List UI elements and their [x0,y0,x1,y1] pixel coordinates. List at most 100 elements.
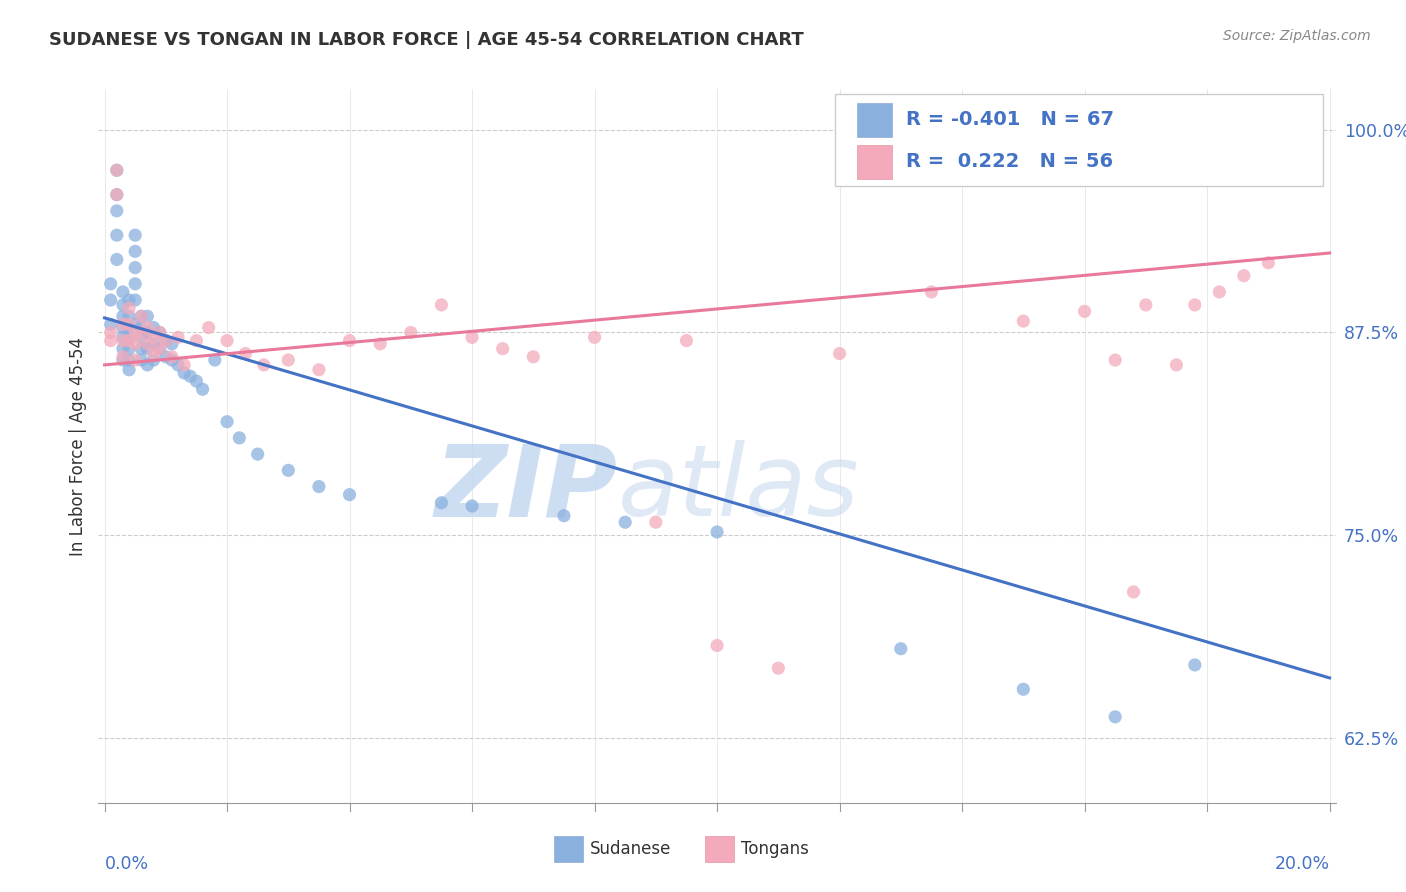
Point [149,326,172,340]
Point [118,334,141,348]
Point [142,346,165,360]
Point [111,298,134,312]
Point [118,301,141,315]
Point [111,330,134,344]
Point [1184,657,1206,672]
Point [124,260,146,275]
Point [706,524,728,539]
Point [1184,298,1206,312]
Point [129,353,152,368]
Point [124,228,146,243]
Point [160,353,183,368]
Point [583,330,606,344]
Point [124,326,146,340]
Point [430,298,453,312]
Point [167,358,190,372]
Point [105,203,128,218]
Point [160,336,183,351]
Point [118,318,141,332]
Point [129,330,152,344]
Point [129,342,152,356]
Point [142,320,165,334]
Point [129,310,152,324]
Point [149,342,172,356]
Point [614,515,637,529]
Point [253,358,276,372]
Point [1073,304,1095,318]
Point [111,318,134,332]
Point [136,358,159,372]
Point [920,285,942,299]
Point [1233,268,1256,283]
Point [492,342,515,356]
Bar [554,837,583,862]
Point [136,320,159,334]
Point [308,479,330,493]
Point [1135,298,1157,312]
Point [118,320,141,334]
Point [399,326,422,340]
Point [105,187,128,202]
Point [136,310,159,324]
Point [339,488,361,502]
Text: 0.0%: 0.0% [104,855,149,872]
Point [142,353,165,368]
Point [277,463,299,477]
Text: Sudanese: Sudanese [589,840,671,858]
Point [100,293,122,307]
Point [1257,256,1279,270]
Point [100,334,122,348]
Point [111,350,134,364]
Point [160,350,183,364]
Bar [856,103,891,136]
Point [111,353,134,368]
Point [124,353,146,368]
Point [179,369,201,384]
Point [100,277,122,291]
Point [246,447,269,461]
Point [111,334,134,348]
Point [890,641,912,656]
Point [118,310,141,324]
Point [1166,358,1188,372]
Point [228,431,250,445]
Text: Tongans: Tongans [741,840,808,858]
Point [204,353,226,368]
Point [1208,285,1230,299]
Point [173,366,195,380]
Point [105,252,128,267]
Point [111,310,134,324]
Point [1122,585,1144,599]
Point [186,334,208,348]
Point [142,330,165,344]
Point [461,499,484,513]
Point [129,310,152,324]
Text: ZIP: ZIP [434,441,619,537]
Text: atlas: atlas [619,441,859,537]
Text: Source: ZipAtlas.com: Source: ZipAtlas.com [1223,29,1371,43]
Point [368,336,391,351]
Point [215,415,238,429]
Point [706,639,728,653]
Point [105,163,128,178]
Point [339,334,361,348]
Point [118,342,141,356]
Point [100,318,122,332]
Point [129,326,152,340]
Point [118,293,141,307]
Point [105,163,128,178]
Point [675,334,697,348]
Point [124,244,146,259]
Point [277,353,299,368]
Y-axis label: In Labor Force | Age 45-54: In Labor Force | Age 45-54 [69,336,87,556]
Point [155,350,177,364]
Point [186,374,208,388]
Point [142,336,165,351]
Point [124,336,146,351]
FancyBboxPatch shape [835,95,1323,186]
Text: R = -0.401   N = 67: R = -0.401 N = 67 [907,111,1115,129]
Point [1012,314,1035,328]
Point [129,320,152,334]
Bar [704,837,734,862]
Bar [856,145,891,179]
